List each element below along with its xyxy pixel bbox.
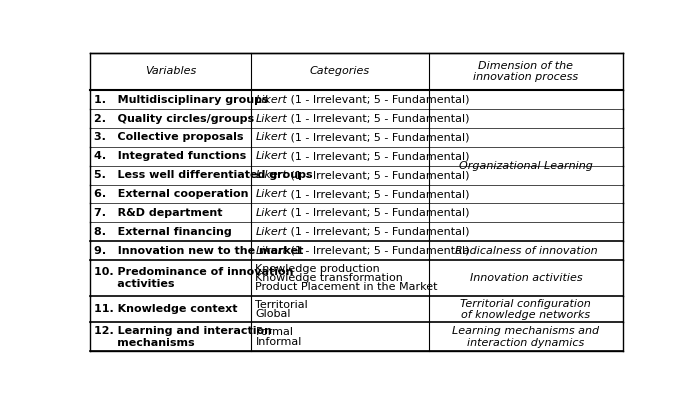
Text: 1.   Multidisciplinary groups: 1. Multidisciplinary groups xyxy=(94,95,268,105)
Text: 2.   Quality circles/groups: 2. Quality circles/groups xyxy=(94,114,254,124)
Text: Likert: Likert xyxy=(256,132,287,142)
Text: Likert: Likert xyxy=(256,151,287,161)
Text: 6.   External cooperation: 6. External cooperation xyxy=(94,189,248,199)
Text: Formal: Formal xyxy=(256,327,293,337)
Text: (1 - Irrelevant; 5 - Fundamental): (1 - Irrelevant; 5 - Fundamental) xyxy=(287,208,470,218)
Text: Product Placement in the Market: Product Placement in the Market xyxy=(256,282,438,292)
Text: Likert: Likert xyxy=(256,189,287,199)
Text: 4.   Integrated functions: 4. Integrated functions xyxy=(94,151,246,161)
Text: Learning mechanisms and
interaction dynamics: Learning mechanisms and interaction dyna… xyxy=(452,326,599,348)
Text: Territorial configuration
of knowledge networks: Territorial configuration of knowledge n… xyxy=(461,298,591,320)
Text: 12. Learning and interaction
      mechanisms: 12. Learning and interaction mechanisms xyxy=(94,326,272,348)
Text: Knowledge production: Knowledge production xyxy=(256,264,380,274)
Text: Global: Global xyxy=(256,309,291,319)
Text: Territorial: Territorial xyxy=(256,300,308,310)
Text: Informal: Informal xyxy=(256,337,302,347)
Text: (1 - Irrelevant; 5 - Fundamental): (1 - Irrelevant; 5 - Fundamental) xyxy=(287,246,470,256)
Text: Likert: Likert xyxy=(256,246,287,256)
Text: 11. Knowledge context: 11. Knowledge context xyxy=(94,304,238,314)
Text: 3.   Collective proposals: 3. Collective proposals xyxy=(94,132,243,142)
Text: 10. Predominance of innovation
      activities: 10. Predominance of innovation activitie… xyxy=(94,267,293,289)
Text: Organizational Learning: Organizational Learning xyxy=(459,161,593,171)
Text: (1 - Irrelevant; 5 - Fundamental): (1 - Irrelevant; 5 - Fundamental) xyxy=(287,227,470,237)
Text: (1 - Irrelevant; 5 - Fundamental): (1 - Irrelevant; 5 - Fundamental) xyxy=(287,151,470,161)
Text: (1 - Irrelevant; 5 - Fundamental): (1 - Irrelevant; 5 - Fundamental) xyxy=(287,189,470,199)
Text: Radicalness of innovation: Radicalness of innovation xyxy=(455,246,597,256)
Text: Innovation activities: Innovation activities xyxy=(470,273,582,283)
Text: Dimension of the
innovation process: Dimension of the innovation process xyxy=(473,61,578,82)
Text: (1 - Irrelevant; 5 - Fundamental): (1 - Irrelevant; 5 - Fundamental) xyxy=(287,132,470,142)
Text: 5.   Less well differentiated groups: 5. Less well differentiated groups xyxy=(94,170,313,180)
Text: (1 - Irrelevant; 5 - Fundamental): (1 - Irrelevant; 5 - Fundamental) xyxy=(287,170,470,180)
Text: Variables: Variables xyxy=(145,66,196,76)
Text: (1 - Irrelevant; 5 - Fundamental): (1 - Irrelevant; 5 - Fundamental) xyxy=(287,95,470,105)
Text: 7.   R&D department: 7. R&D department xyxy=(94,208,222,218)
Text: Likert: Likert xyxy=(256,95,287,105)
Text: Likert: Likert xyxy=(256,227,287,237)
Text: (1 - Irrelevant; 5 - Fundamental): (1 - Irrelevant; 5 - Fundamental) xyxy=(287,114,470,124)
Text: 8.   External financing: 8. External financing xyxy=(94,227,231,237)
Text: Likert: Likert xyxy=(256,170,287,180)
Text: 9.   Innovation new to the market: 9. Innovation new to the market xyxy=(94,246,303,256)
Text: Knowledge transformation: Knowledge transformation xyxy=(256,273,403,283)
Text: Likert: Likert xyxy=(256,114,287,124)
Text: Likert: Likert xyxy=(256,208,287,218)
Text: Categories: Categories xyxy=(310,66,370,76)
